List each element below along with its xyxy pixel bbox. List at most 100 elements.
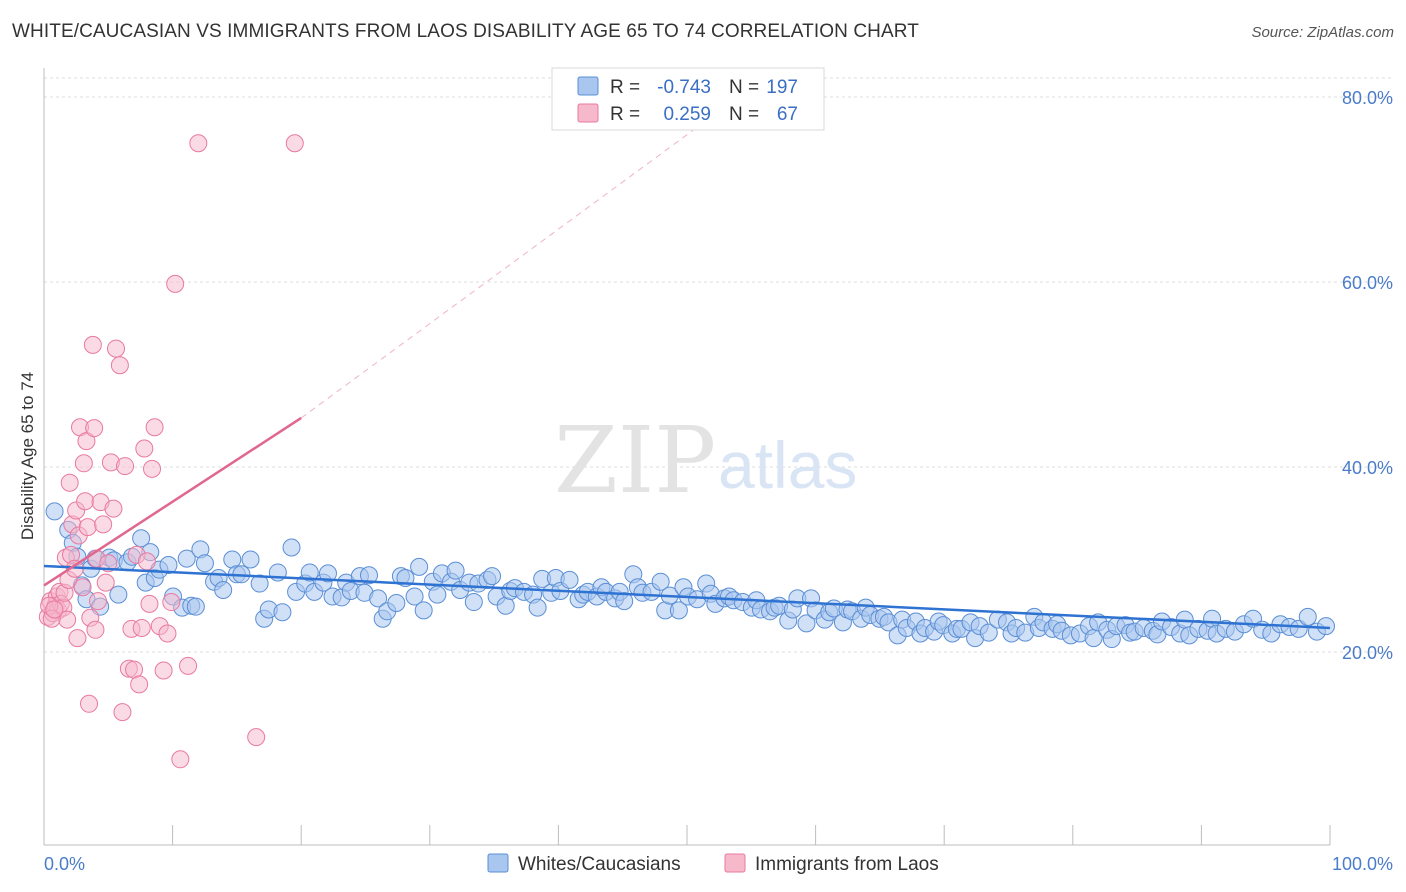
point-laos-61 — [189, 134, 208, 153]
point-laos-60 — [179, 656, 198, 675]
point-whites-26 — [195, 554, 214, 573]
point-whites-195 — [1298, 607, 1317, 626]
point-laos-57 — [162, 593, 181, 612]
point-whites-197 — [1317, 617, 1335, 636]
point-laos-29 — [85, 419, 104, 438]
x-tick-label-min: 0.0% — [44, 854, 85, 874]
point-whites-14 — [132, 529, 151, 548]
point-laos-53 — [145, 418, 164, 437]
trend-line-whites — [43, 564, 1331, 630]
legend-r-label-1: R = — [610, 77, 640, 98]
point-laos-30 — [86, 620, 105, 639]
point-laos-23 — [76, 492, 95, 511]
point-laos-47 — [130, 675, 149, 694]
point-laos-63 — [285, 134, 304, 153]
point-laos-32 — [89, 592, 108, 611]
point-laos-13 — [60, 473, 79, 492]
point-laos-56 — [158, 624, 177, 643]
point-whites-0 — [45, 502, 64, 521]
point-whites-194 — [1289, 619, 1308, 638]
axes — [43, 68, 1331, 846]
point-laos-59 — [171, 750, 190, 769]
point-whites-93 — [615, 592, 634, 611]
point-whites-53 — [369, 589, 388, 608]
point-whites-56 — [387, 593, 406, 612]
point-laos-18 — [68, 629, 87, 648]
point-laos-51 — [140, 594, 159, 613]
legend-r-label-2: R = — [610, 104, 640, 125]
bottom-legend: Whites/Caucasians Immigrants from Laos — [487, 853, 939, 875]
y-axis-title: Disability Age 65 to 74 — [18, 372, 37, 540]
point-laos-25 — [78, 518, 97, 537]
point-whites-39 — [282, 538, 301, 557]
point-whites-52 — [360, 566, 378, 585]
point-laos-36 — [99, 554, 118, 573]
point-laos-35 — [96, 573, 115, 592]
source-label: Source: ZipAtlas.com — [1251, 24, 1394, 41]
point-whites-59 — [405, 587, 424, 606]
bottom-legend-swatch-whites — [487, 853, 509, 873]
legend-box: R = -0.743 N = 197 R = 0.259 N = 67 — [551, 67, 825, 131]
point-laos-39 — [107, 339, 126, 358]
point-whites-45 — [318, 564, 337, 583]
legend-swatch-whites — [577, 76, 599, 96]
watermark: ZIP atlas — [554, 407, 857, 514]
y-tick-label-60: 60.0% — [1342, 273, 1393, 293]
point-whites-22 — [177, 549, 196, 568]
point-whites-98 — [651, 572, 670, 591]
trend-line-laos-extension — [300, 96, 739, 419]
point-laos-22 — [74, 454, 93, 473]
point-laos-52 — [143, 459, 162, 478]
point-whites-29 — [214, 581, 233, 600]
point-whites-72 — [483, 567, 502, 586]
chart-title: WHITE/CAUCASIAN VS IMMIGRANTS FROM LAOS … — [12, 21, 919, 42]
legend-n-label-1: N = — [729, 77, 759, 98]
legend-n-value-2: 67 — [777, 104, 798, 125]
point-laos-26 — [80, 694, 99, 713]
point-laos-42 — [116, 457, 135, 476]
point-laos-55 — [154, 661, 173, 680]
point-whites-63 — [428, 585, 447, 604]
series-laos-points — [38, 134, 304, 769]
point-whites-151 — [979, 623, 998, 642]
y-tick-labels: 20.0% 40.0% 60.0% 80.0% — [1342, 88, 1393, 663]
legend-swatch-laos — [577, 103, 599, 123]
point-laos-41 — [113, 703, 132, 722]
x-tick-labels: 0.0% 100.0% — [44, 854, 1393, 874]
legend-n-label-2: N = — [729, 104, 759, 125]
point-laos-34 — [94, 515, 113, 534]
x-tick-label-max: 100.0% — [1332, 854, 1393, 874]
watermark-zip: ZIP — [554, 407, 716, 514]
y-tick-label-20: 20.0% — [1342, 643, 1393, 663]
point-laos-48 — [132, 618, 151, 637]
point-whites-34 — [250, 574, 269, 593]
bottom-legend-label-laos: Immigrants from Laos — [755, 854, 939, 875]
point-laos-58 — [166, 274, 185, 293]
point-whites-84 — [560, 570, 579, 589]
trend-lines — [43, 96, 1331, 630]
point-laos-66 — [45, 600, 64, 619]
series-whites-points — [45, 502, 1335, 649]
point-laos-38 — [104, 499, 123, 518]
point-laos-40 — [110, 356, 129, 375]
y-tick-label-40: 40.0% — [1342, 458, 1393, 478]
point-laos-49 — [135, 439, 154, 458]
point-whites-61 — [414, 601, 433, 620]
point-laos-62 — [247, 728, 266, 747]
bottom-legend-swatch-laos — [724, 853, 746, 873]
point-whites-33 — [241, 550, 260, 569]
point-laos-21 — [73, 578, 92, 597]
point-laos-50 — [137, 552, 156, 571]
y-tick-label-80: 80.0% — [1342, 88, 1393, 108]
point-whites-66 — [446, 561, 465, 580]
point-whites-121 — [797, 614, 816, 633]
bottom-legend-label-whites: Whites/Caucasians — [518, 854, 681, 875]
point-whites-38 — [273, 603, 292, 622]
point-whites-42 — [300, 563, 319, 582]
watermark-atlas: atlas — [718, 428, 857, 502]
legend-n-value-1: 197 — [766, 77, 798, 98]
point-whites-60 — [410, 557, 429, 576]
trend-line-laos — [43, 416, 302, 587]
point-whites-79 — [528, 598, 547, 617]
